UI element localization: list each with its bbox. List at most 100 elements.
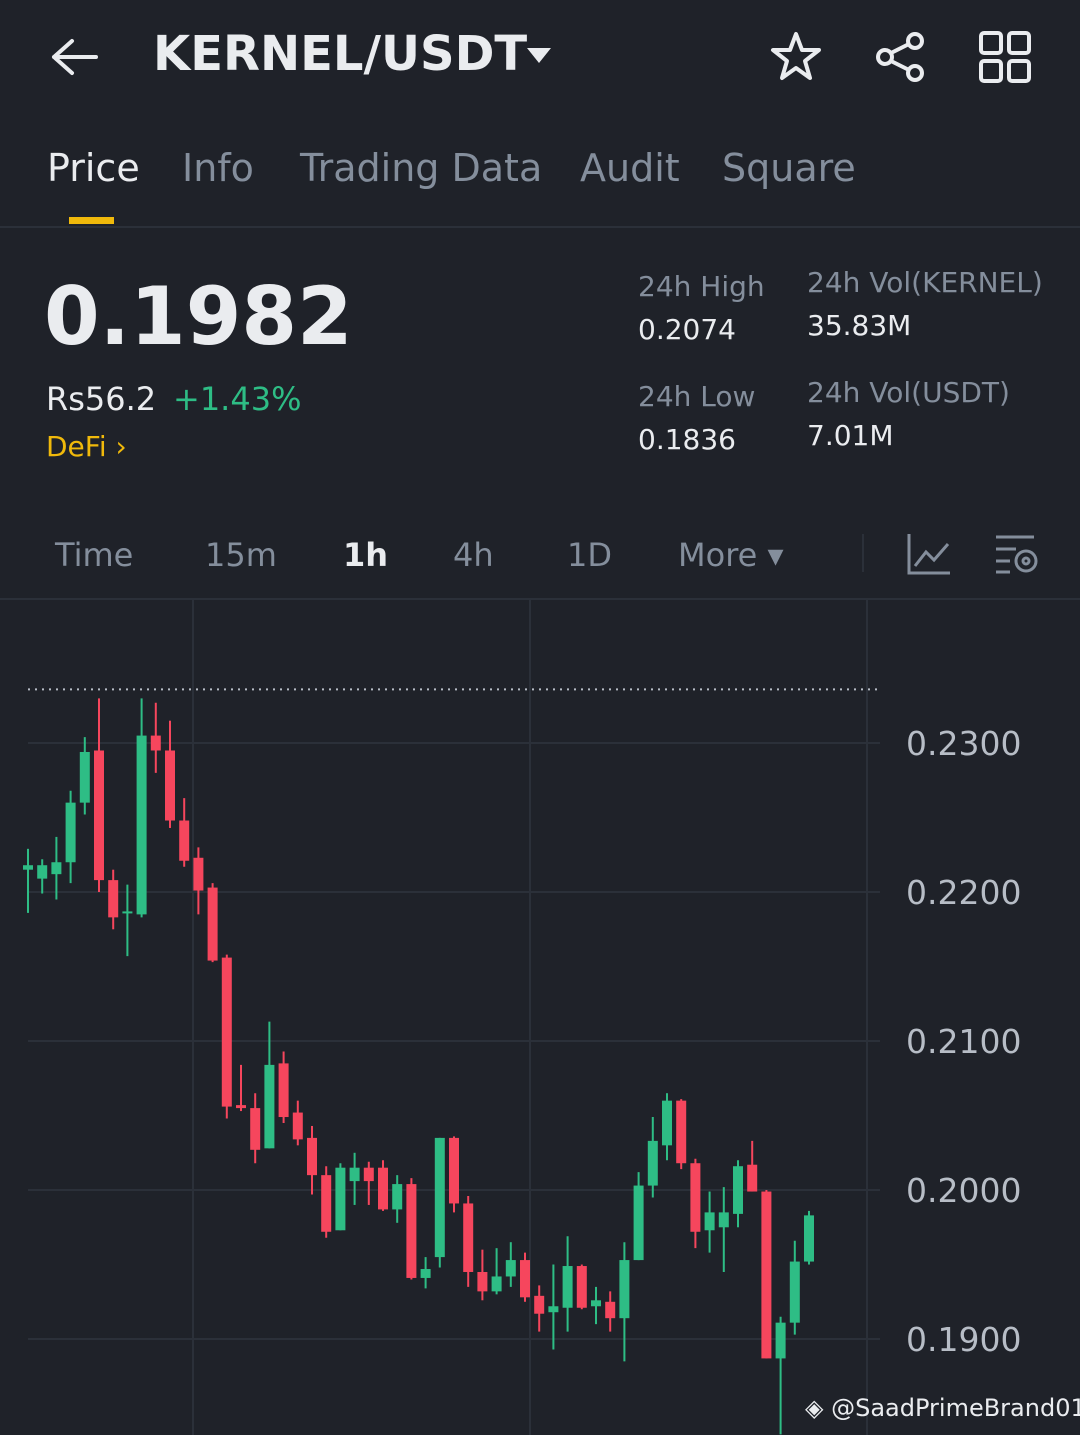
fiat-price: Rs56.2 [46,380,157,418]
stat-value: 0.2074 [638,313,736,346]
candle-body [434,1137,445,1258]
candle-body [37,865,48,879]
candle-body [520,1260,530,1298]
interval-text[interactable]: More [678,536,758,574]
candle-body [690,1163,701,1232]
candle-body [193,857,204,891]
tab[interactable]: Audit [580,146,680,190]
candle-body [250,1108,261,1150]
candle-body [633,1185,644,1261]
candle-body [65,802,76,863]
interval[interactable]: More ▾ [678,536,784,574]
candle-body [363,1167,374,1182]
pair-title[interactable]: KERNEL/USDT [153,26,528,82]
watermark-text: @SaadPrimeBrand01 [831,1394,1080,1422]
candle-body [534,1295,545,1314]
candle-body [761,1191,772,1359]
candle-body [804,1215,814,1262]
sector-tag[interactable]: DeFi › [46,430,127,463]
candlestick-chart: 0.2300 0.2200 0.2100 0.2000 0.1900 [23,600,1021,1435]
candle-body [278,1063,289,1118]
tab[interactable]: Trading Data [300,146,543,190]
candle-body [718,1212,729,1228]
last-price: 0.1982 [44,270,353,363]
candle-body [505,1260,516,1277]
divider [862,534,864,572]
indicator-icon[interactable] [906,532,952,576]
candle-body [591,1300,601,1307]
candle-body [349,1167,360,1182]
y-tick-label: 0.2100 [906,1022,1021,1061]
candle-body [51,862,62,875]
stat-value: 7.01M [807,419,894,452]
candle-body [406,1184,417,1278]
candle-body [733,1166,743,1214]
candle-body [775,1322,786,1359]
candle-body [392,1184,403,1210]
grid-menu-icon[interactable] [978,30,1034,84]
interval[interactable]: 15m [205,536,277,574]
candle-body [449,1137,459,1204]
candle-body [789,1261,800,1323]
watermark: ◈ @SaadPrimeBrand01 [805,1394,1080,1422]
candle-body [619,1260,630,1319]
candle-body [94,750,104,881]
stat-value: 35.83M [807,309,912,342]
tab[interactable]: Info [182,146,254,190]
candle-body [420,1269,431,1278]
candle-body [378,1167,388,1210]
candle-body [463,1203,474,1272]
stat-label: 24h Vol(USDT) [807,376,1010,409]
candle-body [264,1064,275,1149]
tab[interactable]: Price [47,146,140,190]
y-tick-label: 0.2200 [906,873,1021,912]
candle-body [236,1105,246,1109]
settings-icon[interactable] [994,532,1040,576]
stat-value: 0.1836 [638,423,736,456]
sector-text[interactable]: DeFi [46,430,107,463]
candle-body [576,1266,587,1308]
candle-body [165,750,175,821]
candle-body [150,735,161,751]
candle-body [747,1164,758,1192]
price-change: +1.43% [173,380,302,418]
candle-body [221,957,232,1107]
candle-body [179,820,190,861]
tab-indicator [69,217,114,224]
tab[interactable]: Square [722,146,856,190]
back-button[interactable] [50,35,100,79]
stat-label: 24h High [638,270,765,303]
candle-body [477,1271,488,1292]
candle-body [122,911,133,914]
candle-body [562,1266,573,1308]
candle-body [662,1100,672,1146]
y-tick-label: 0.1900 [906,1320,1021,1359]
interval[interactable]: 1D [567,536,612,574]
candle-body [207,887,218,961]
favorite-icon[interactable] [768,30,824,84]
stat-label: 24h Vol(KERNEL) [807,266,1043,299]
candle-body [307,1137,317,1176]
candle-body [79,751,90,803]
candle-body [292,1112,303,1140]
candle-body [321,1175,332,1232]
share-icon[interactable] [872,30,928,84]
interval[interactable]: Time [55,536,134,574]
candle-body [23,865,33,870]
candle-body [335,1167,346,1231]
y-tick-label: 0.2300 [906,724,1021,763]
y-tick-label: 0.2000 [906,1171,1021,1210]
pair-dropdown[interactable] [525,46,553,66]
stat-label: 24h Low [638,380,756,413]
candle-body [647,1140,658,1186]
divider [0,598,1080,600]
candle-body [605,1301,616,1319]
divider [0,226,1080,228]
interval[interactable]: 1h [343,536,389,574]
candle-body [676,1100,687,1164]
interval[interactable]: 4h [453,536,494,574]
candle-body [108,880,119,918]
candle-body [548,1306,559,1313]
candle-body [136,735,147,915]
